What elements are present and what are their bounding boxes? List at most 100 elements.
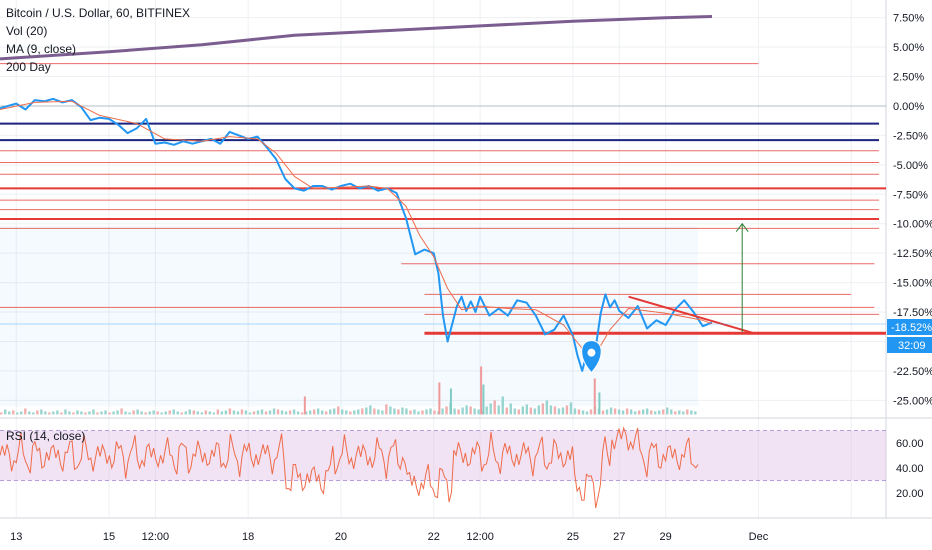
price-tick-label: -2.50%	[893, 130, 928, 142]
volume-bar	[662, 409, 665, 415]
volume-bar	[264, 411, 268, 415]
volume-bar	[678, 410, 681, 415]
annotations[interactable]	[581, 222, 755, 374]
volume-bar	[621, 410, 625, 415]
volume-bar	[220, 411, 224, 415]
rsi-tick-label: 60.00	[896, 438, 924, 450]
volume-bar	[232, 410, 236, 415]
volume-bar	[453, 408, 456, 415]
price-tick-label: -10.00%	[893, 219, 932, 231]
timer-badge-label: 32:09	[898, 340, 926, 352]
volume-bar	[136, 409, 139, 415]
volume-bar	[658, 410, 661, 415]
volume-spike	[438, 382, 441, 415]
time-tick-label: Dec	[749, 531, 769, 543]
volume-bar	[56, 410, 59, 415]
marker-pin-dot	[587, 348, 596, 357]
volume-bar	[244, 410, 248, 415]
volume-bar	[409, 410, 412, 415]
volume-bar	[128, 412, 131, 415]
volume-spike	[480, 366, 483, 415]
volume-bar	[316, 408, 320, 415]
volume-bar	[337, 406, 340, 415]
volume-bar	[465, 405, 468, 415]
volume-bar	[605, 409, 609, 415]
volume-bar	[172, 409, 175, 415]
volume-bar	[276, 409, 280, 415]
volume-bar	[533, 408, 537, 415]
volume-bar	[208, 411, 212, 415]
volume-bar	[641, 409, 645, 415]
volume-bar	[240, 409, 244, 415]
volume-bar	[96, 412, 99, 415]
legend-symbol[interactable]: Bitcoin / U.S. Dollar, 60, BITFINEX	[6, 6, 191, 20]
legend-vol[interactable]: Vol (20)	[6, 24, 48, 38]
volume-bar	[365, 407, 368, 415]
volume-bar	[272, 408, 276, 415]
volume-bar	[505, 407, 508, 415]
volume-bar	[577, 409, 581, 415]
volume-bar	[16, 412, 19, 415]
volume-bar	[268, 410, 272, 415]
price-tick-label: -15.00%	[893, 278, 932, 290]
volume-bar	[212, 412, 216, 415]
price-tick-label: -12.50%	[893, 248, 932, 260]
volume-bar	[345, 410, 348, 415]
time-tick-label: 29	[660, 531, 672, 543]
volume-bar	[517, 409, 520, 415]
volume-bar	[180, 412, 183, 415]
rsi-tick-label: 40.00	[896, 463, 924, 475]
volume-bar	[124, 411, 127, 415]
volume-bar	[32, 412, 35, 415]
volume-bar	[36, 410, 39, 415]
volume-bar	[288, 410, 292, 415]
volume-bar	[152, 410, 155, 415]
volume-bar	[573, 408, 577, 415]
volume-bar	[341, 409, 344, 415]
volume-bar	[20, 411, 23, 415]
volume-bar	[324, 411, 328, 415]
volume-bar	[397, 409, 400, 415]
volume-bar	[8, 411, 11, 415]
volume-bar	[72, 412, 75, 415]
volume-bar	[373, 408, 376, 415]
volume-bar	[236, 411, 240, 415]
horizontal-levels[interactable]	[0, 63, 886, 335]
legend-ma[interactable]: MA (9, close)	[6, 42, 77, 56]
volume-bar	[690, 410, 693, 415]
price-tick-label: -17.50%	[893, 307, 932, 319]
legend-rsi-label[interactable]: RSI (14, close)	[6, 429, 86, 443]
legend-rsi: RSI (14, close)	[6, 427, 85, 445]
rsi-tick-label: 20.00	[896, 488, 924, 500]
time-tick-label: 15	[103, 531, 115, 543]
time-axis[interactable]: 13 15 12:00 18 20 22 12:00 25 27 29 Dec	[10, 531, 769, 543]
volume-bar	[4, 409, 7, 415]
legend-200day[interactable]: 200 Day	[6, 60, 51, 74]
volume-bar	[417, 411, 420, 415]
price-tick-label: -5.00%	[893, 160, 928, 172]
price-tick-label: -25.00%	[893, 395, 932, 407]
volume-bar	[585, 411, 589, 415]
volume-bar	[385, 404, 388, 415]
volume-bar	[489, 403, 492, 415]
volume-bar	[252, 411, 256, 415]
price-badge	[887, 319, 932, 335]
volume-bar	[421, 410, 424, 415]
volume-bar	[168, 410, 171, 415]
volume-bar	[666, 407, 669, 415]
volume-bar	[361, 408, 364, 415]
volume-bar	[48, 412, 51, 415]
volume-bar	[694, 411, 697, 415]
volume-bar	[429, 408, 432, 415]
volume-bar	[188, 409, 191, 415]
volume-bar	[284, 411, 288, 415]
price-axis[interactable]: 7.50% 5.00% 2.50% 0.00% -2.50% -5.00% -7.50% -1…	[0, 13, 932, 408]
volume-bar	[292, 409, 296, 415]
volume-bar	[140, 411, 143, 415]
volume-bar	[148, 411, 151, 415]
volume-bar	[132, 410, 135, 415]
volume-bar	[312, 409, 316, 415]
volume-bar	[389, 406, 392, 415]
volume-bar	[88, 411, 91, 415]
